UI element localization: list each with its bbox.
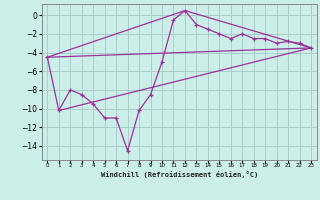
X-axis label: Windchill (Refroidissement éolien,°C): Windchill (Refroidissement éolien,°C) [100,171,258,178]
